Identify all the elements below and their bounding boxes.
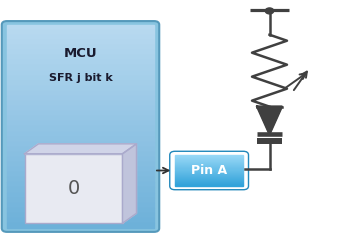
Bar bbox=[7, 30, 154, 35]
Polygon shape bbox=[25, 144, 136, 154]
Bar bbox=[7, 81, 154, 86]
Bar bbox=[175, 165, 243, 166]
Bar bbox=[175, 181, 243, 182]
Bar bbox=[7, 157, 154, 162]
Bar bbox=[7, 111, 154, 116]
Bar bbox=[7, 40, 154, 45]
Bar bbox=[175, 182, 243, 183]
Bar bbox=[7, 147, 154, 152]
Bar bbox=[175, 171, 243, 172]
Polygon shape bbox=[122, 144, 136, 223]
Bar bbox=[7, 198, 154, 203]
Bar bbox=[175, 155, 243, 156]
FancyBboxPatch shape bbox=[25, 154, 122, 223]
Bar bbox=[7, 122, 154, 126]
Bar bbox=[7, 167, 154, 172]
Bar bbox=[7, 55, 154, 61]
Bar bbox=[7, 101, 154, 106]
Bar bbox=[175, 163, 243, 164]
Text: SFR j bit k: SFR j bit k bbox=[49, 73, 112, 83]
Bar bbox=[175, 168, 243, 169]
Bar bbox=[175, 162, 243, 163]
Bar bbox=[7, 218, 154, 223]
Bar bbox=[175, 158, 243, 159]
Bar bbox=[7, 116, 154, 122]
Bar bbox=[175, 180, 243, 181]
Bar bbox=[175, 160, 243, 161]
Bar bbox=[7, 213, 154, 218]
Bar bbox=[175, 184, 243, 185]
Bar bbox=[7, 152, 154, 157]
Bar bbox=[7, 96, 154, 101]
Bar bbox=[7, 86, 154, 91]
Bar bbox=[7, 203, 154, 208]
Bar bbox=[175, 175, 243, 176]
Bar bbox=[175, 172, 243, 173]
Bar bbox=[7, 208, 154, 213]
Bar bbox=[175, 178, 243, 179]
Bar bbox=[175, 177, 243, 178]
Bar bbox=[175, 167, 243, 168]
Bar bbox=[175, 174, 243, 175]
Bar bbox=[7, 65, 154, 71]
Polygon shape bbox=[257, 107, 282, 134]
Bar bbox=[7, 126, 154, 131]
Bar bbox=[7, 137, 154, 142]
Bar bbox=[175, 159, 243, 160]
Bar bbox=[7, 187, 154, 192]
Bar bbox=[7, 177, 154, 183]
Bar bbox=[7, 91, 154, 96]
Bar bbox=[7, 45, 154, 50]
Bar bbox=[175, 166, 243, 167]
Bar bbox=[7, 142, 154, 147]
Bar bbox=[175, 169, 243, 171]
Bar bbox=[7, 25, 154, 30]
Bar bbox=[7, 131, 154, 137]
Bar bbox=[7, 61, 154, 65]
Bar bbox=[175, 185, 243, 186]
Bar bbox=[175, 164, 243, 165]
Bar bbox=[7, 223, 154, 228]
FancyBboxPatch shape bbox=[2, 21, 159, 232]
Bar bbox=[175, 179, 243, 180]
Bar bbox=[175, 173, 243, 174]
Bar bbox=[7, 71, 154, 76]
Bar bbox=[7, 35, 154, 40]
Circle shape bbox=[265, 8, 274, 14]
Bar bbox=[7, 76, 154, 81]
Bar bbox=[175, 161, 243, 162]
Text: Pin A: Pin A bbox=[191, 164, 227, 177]
Bar bbox=[175, 157, 243, 158]
Bar bbox=[175, 176, 243, 177]
Bar bbox=[175, 156, 243, 157]
Bar bbox=[7, 106, 154, 111]
Text: 0: 0 bbox=[67, 179, 80, 198]
Bar bbox=[175, 183, 243, 184]
Bar bbox=[7, 172, 154, 177]
Bar bbox=[7, 192, 154, 198]
Text: MCU: MCU bbox=[64, 47, 97, 60]
Bar bbox=[7, 50, 154, 55]
Bar bbox=[7, 162, 154, 167]
Bar bbox=[7, 183, 154, 187]
